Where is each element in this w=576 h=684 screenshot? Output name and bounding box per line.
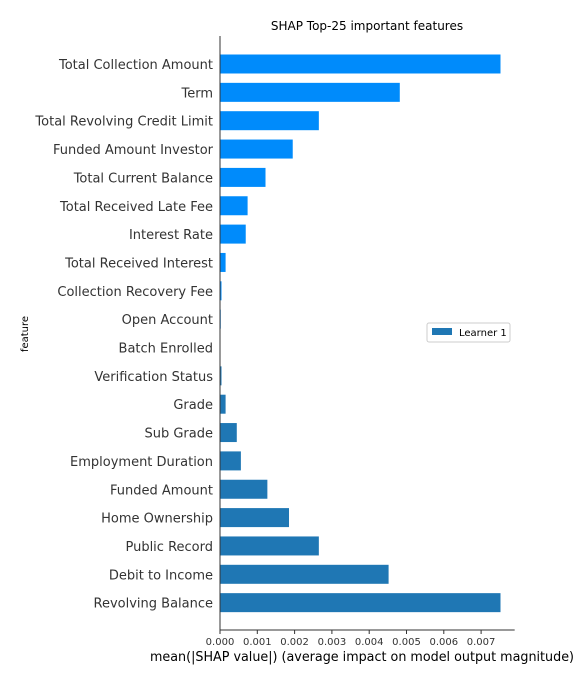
bar-total-collection-amount (220, 54, 501, 74)
bar-total-current-balance (220, 167, 266, 187)
bar-revolving-balance (220, 593, 501, 613)
bar-verification-status (220, 366, 222, 386)
category-label: Grade (173, 398, 213, 413)
bar-total-revolving-credit-limit (220, 111, 319, 131)
x-tick-label: 0.006 (429, 637, 458, 648)
bar-funded-amount (220, 479, 268, 499)
legend-swatch-learner-1 (432, 328, 452, 335)
category-label: Public Record (125, 540, 213, 555)
legend-frame (426, 322, 511, 343)
category-label: Sub Grade (144, 427, 213, 442)
bar-home-ownership (220, 508, 290, 528)
bar-grade (220, 394, 226, 414)
category-label: Employment Duration (70, 455, 213, 470)
category-label: Interest Rate (129, 228, 213, 243)
category-label: Total Received Interest (64, 256, 213, 271)
x-axis: 0.000 0.001 0.002 0.003 0.004 0.005 0.006 0.007 (206, 629, 515, 648)
bar-debit-to-income (220, 564, 389, 584)
category-label: Verification Status (94, 370, 213, 385)
bar-total-received-late-fee (220, 196, 248, 216)
category-label: Term (180, 86, 213, 101)
x-tick-label: 0.004 (355, 637, 384, 648)
x-tick-label: 0.007 (467, 637, 496, 648)
category-label: Batch Enrolled (119, 342, 213, 357)
category-label: Collection Recovery Fee (57, 285, 213, 300)
bar-collection-recovery-fee (220, 281, 222, 301)
category-label: Total Current Balance (73, 171, 213, 186)
category-label: Total Collection Amount (58, 58, 213, 73)
x-axis-label: mean(|SHAP value|) (average impact on mo… (150, 650, 574, 665)
category-label: Open Account (122, 313, 213, 328)
bar-interest-rate (220, 224, 246, 244)
category-label: Total Received Late Fee (59, 200, 213, 215)
x-tick-label: 0.000 (206, 637, 235, 648)
x-tick-label: 0.001 (243, 637, 272, 648)
bar-total-received-interest (220, 252, 226, 272)
x-tick-label: 0.002 (280, 637, 309, 648)
chart-title: SHAP Top-25 important features (271, 19, 463, 33)
bars-group (220, 54, 501, 613)
x-tick-label: 0.005 (392, 637, 421, 648)
legend: Learner 1 (426, 322, 511, 343)
category-label: Total Revolving Credit Limit (34, 115, 213, 130)
bar-funded-amount-investor (220, 139, 293, 159)
category-label: Home Ownership (101, 512, 213, 527)
bar-term (220, 82, 400, 102)
x-tick-label: 0.003 (318, 637, 347, 648)
bar-public-record (220, 536, 319, 556)
category-label: Funded Amount Investor (53, 143, 214, 158)
category-label: Revolving Balance (94, 597, 213, 612)
bar-employment-duration (220, 451, 241, 471)
category-label: Funded Amount (110, 483, 213, 498)
category-labels-group: Total Collection Amount Term Total Revolvi… (34, 58, 213, 612)
category-label: Debit to Income (109, 568, 213, 583)
bar-sub-grade (220, 423, 237, 443)
legend-label-learner-1: Learner 1 (459, 328, 507, 339)
y-axis-label: feature (20, 316, 31, 352)
